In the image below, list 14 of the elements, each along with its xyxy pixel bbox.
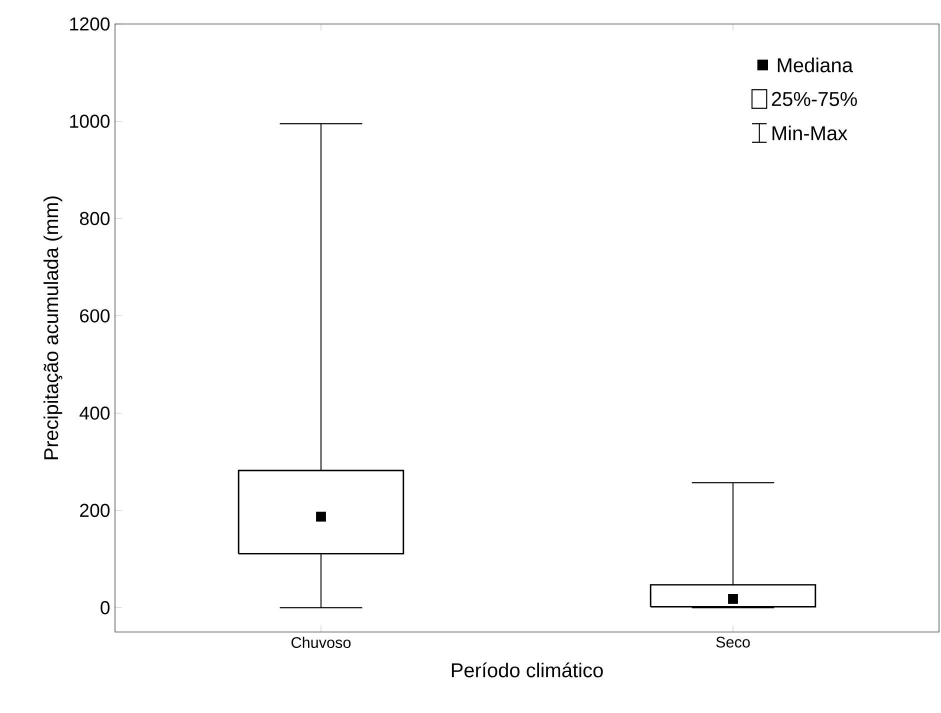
y-tick-label: 600	[80, 309, 110, 322]
y-tick-label: 400	[80, 406, 110, 420]
y-tick-label: 200	[80, 504, 110, 518]
y-tick-label: 1000	[70, 114, 110, 128]
y-axis-title: Precipitação acumulada (mm)	[44, 196, 62, 460]
annotation: Min-Max	[772, 126, 848, 140]
y-tick-label: 0	[100, 601, 110, 614]
x-axis-title: Período climático	[452, 662, 603, 678]
x-tick-label: Chuvoso	[292, 636, 351, 648]
y-tick-label: 1200	[70, 17, 110, 31]
y-tick-label: 800	[80, 212, 110, 226]
annotation: Mediana	[778, 58, 853, 72]
annotation: 25%-75%	[772, 92, 857, 106]
x-tick-label: Seco	[716, 636, 750, 648]
